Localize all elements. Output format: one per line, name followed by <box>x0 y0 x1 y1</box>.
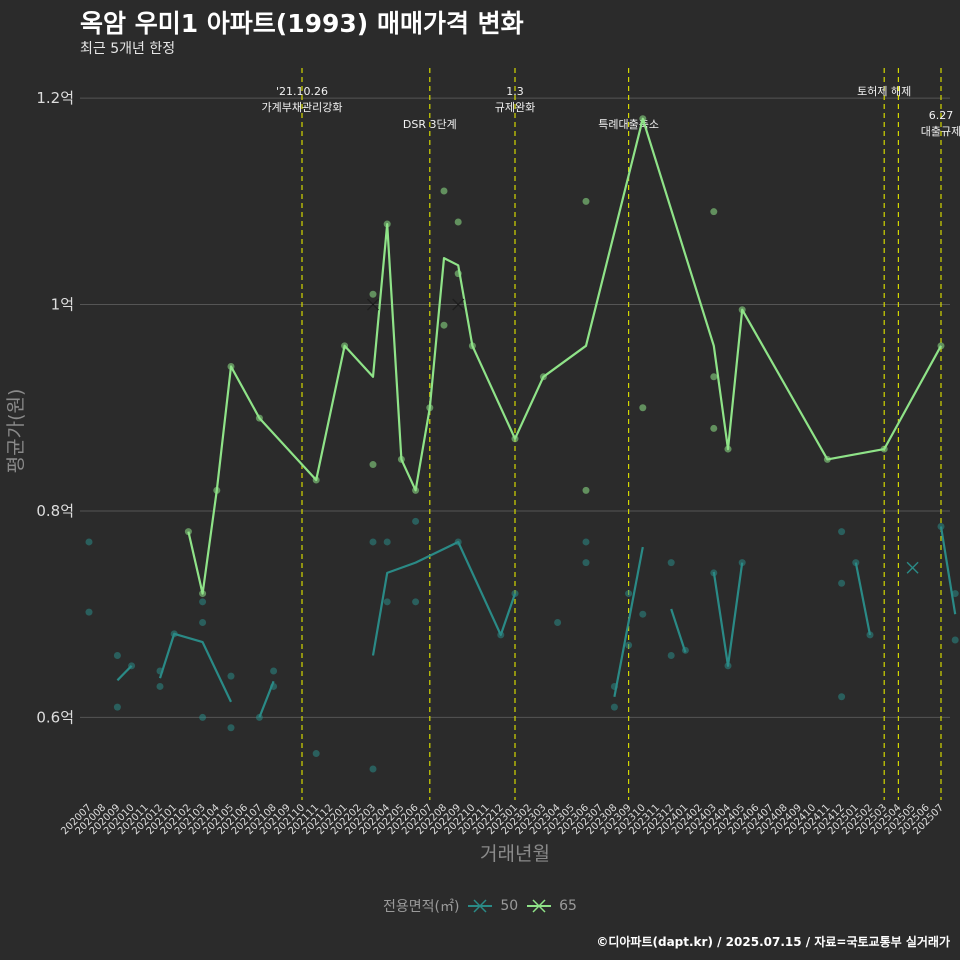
data-point-50 <box>85 538 93 546</box>
data-point-50 <box>838 528 846 536</box>
source-caption: ©디아파트(dapt.kr) / 2025.07.15 / 자료=국토교통부 실… <box>596 935 950 949</box>
data-point-50 <box>667 651 675 659</box>
data-point-50 <box>199 713 207 721</box>
legend-key-50 <box>467 899 492 913</box>
data-point-65 <box>454 218 462 226</box>
data-point-50 <box>227 724 235 732</box>
data-point-50 <box>113 651 121 659</box>
event-label: 토허제 해제 <box>857 84 911 98</box>
cross-marker-50 <box>906 561 919 574</box>
legend: 전용면적(㎡) 50 65 <box>0 896 960 916</box>
series-line-50 <box>854 562 872 636</box>
event-label: 1.3 <box>506 85 524 98</box>
y-tick-label: 0.8억 <box>36 502 74 520</box>
chart-title: 옥암 우미1 아파트(1993) 매매가격 변화 <box>80 9 524 38</box>
data-point-50 <box>838 693 846 701</box>
data-point-50 <box>625 590 633 598</box>
series-line-50 <box>712 562 744 667</box>
data-point-65 <box>440 321 448 329</box>
data-point-65 <box>582 486 590 494</box>
event-label: 가계부채관리강화 <box>262 101 343 114</box>
data-point-50 <box>369 538 377 546</box>
y-tick-label: 0.6억 <box>36 708 74 726</box>
data-point-50 <box>312 750 320 758</box>
data-point-50 <box>838 579 846 587</box>
data-point-50 <box>951 590 959 598</box>
data-point-65 <box>710 373 718 381</box>
data-point-50 <box>639 610 647 618</box>
data-point-50 <box>951 636 959 644</box>
data-point-65 <box>369 290 377 298</box>
y-tick-label: 1.2억 <box>36 89 74 107</box>
data-point-50 <box>270 667 278 675</box>
series-line-50 <box>670 608 687 653</box>
chart-subtitle: 최근 5개년 한정 <box>80 41 176 57</box>
event-label: 6.27 <box>929 109 954 122</box>
data-point-50 <box>625 641 633 649</box>
event-label: 특례대출축소 <box>598 118 659 131</box>
data-point-65 <box>639 404 647 412</box>
data-point-50 <box>412 598 420 606</box>
data-point-50 <box>156 682 164 690</box>
data-point-65 <box>440 187 448 195</box>
data-point-50 <box>369 765 377 773</box>
legend-title: 전용면적(㎡) <box>383 899 460 915</box>
event-label: 규제완화 <box>495 101 535 114</box>
event-label: DSR 3단계 <box>403 118 457 131</box>
y-axis-title: 평균가(원) <box>5 389 27 474</box>
data-point-50 <box>582 559 590 567</box>
data-point-65 <box>710 208 718 216</box>
series-line-50 <box>158 632 232 703</box>
event-label: '21.10.26 <box>276 85 328 98</box>
series-line-50 <box>613 546 644 698</box>
data-point-65 <box>582 197 590 205</box>
data-point-50 <box>113 703 121 711</box>
data-point-50 <box>610 703 618 711</box>
data-point-50 <box>412 517 420 525</box>
x-axis-title: 거래년월 <box>480 843 550 865</box>
data-point-50 <box>383 598 391 606</box>
legend-label-50: 50 <box>500 898 519 914</box>
data-point-50 <box>554 618 562 626</box>
event-label: 대출규제 <box>921 125 960 138</box>
data-point-50 <box>937 522 945 530</box>
series-line-50 <box>258 680 275 718</box>
series-line-50 <box>116 665 133 682</box>
series-line-50 <box>939 526 957 615</box>
series-line-65 <box>187 117 942 595</box>
data-point-65 <box>369 461 377 469</box>
data-point-50 <box>383 538 391 546</box>
data-point-50 <box>582 538 590 546</box>
cross-marker-65 <box>367 298 379 311</box>
data-point-50 <box>667 559 675 567</box>
data-point-50 <box>199 618 207 626</box>
legend-key-65 <box>526 899 551 913</box>
cross-marker-65 <box>452 298 465 311</box>
y-tick-label: 1억 <box>51 296 74 314</box>
series-line-50 <box>371 540 517 656</box>
data-point-50 <box>85 608 93 616</box>
data-point-50 <box>227 672 235 680</box>
legend-label-65: 65 <box>559 898 577 914</box>
data-point-65 <box>710 424 718 432</box>
data-point-50 <box>199 598 207 606</box>
